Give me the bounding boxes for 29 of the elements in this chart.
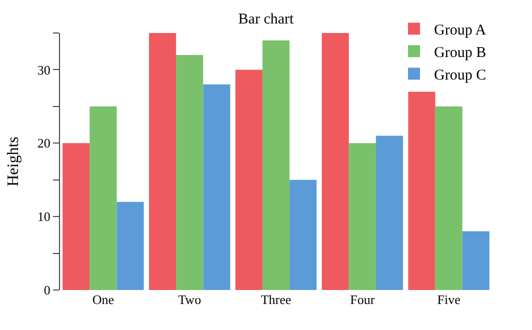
bar <box>322 33 349 290</box>
y-tick-label: 30 <box>37 62 50 78</box>
x-tick-label: Five <box>437 292 461 307</box>
bar <box>262 40 290 290</box>
bar <box>348 143 376 290</box>
x-tick-label: Two <box>178 292 202 307</box>
y-tick-label: 0 <box>44 282 50 298</box>
bar <box>462 231 490 290</box>
bar <box>90 106 117 290</box>
y-axis-title: Heights <box>5 136 22 186</box>
bar <box>290 180 317 290</box>
bar <box>235 70 262 290</box>
bar <box>116 202 144 290</box>
legend-label: Group C <box>434 68 486 84</box>
legend-label: Group A <box>434 22 486 39</box>
bar <box>62 143 90 290</box>
x-tick-label: One <box>92 292 114 307</box>
bar <box>435 106 462 290</box>
y-tick-label: 10 <box>37 209 50 224</box>
bar <box>203 84 230 290</box>
bar <box>148 33 176 290</box>
y-tick-label: 20 <box>37 136 50 151</box>
chart-title: Bar chart <box>238 12 295 28</box>
x-tick-label: Three <box>260 292 292 307</box>
legend-label: Group B <box>434 45 486 62</box>
bar <box>408 92 436 290</box>
bar <box>176 55 204 290</box>
x-tick-label: Four <box>350 292 376 307</box>
bar <box>376 136 404 290</box>
